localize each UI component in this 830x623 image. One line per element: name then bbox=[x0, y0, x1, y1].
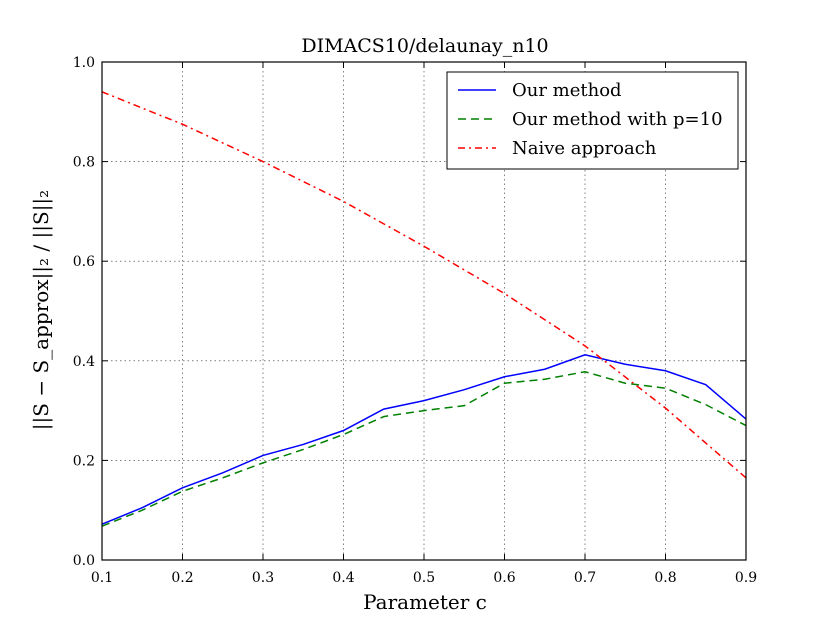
y-tick-label: 0.2 bbox=[73, 453, 95, 469]
series-line-0 bbox=[101, 354, 747, 525]
x-tick-label: 0.3 bbox=[252, 570, 274, 586]
x-tick-label: 0.2 bbox=[171, 570, 193, 586]
legend: Our method Our method with p=10 Naive appr… bbox=[446, 71, 739, 170]
legend-label: Naive approach bbox=[512, 138, 657, 159]
chart-title: DIMACS10/delaunay_n10 bbox=[301, 35, 548, 57]
x-tick-label: 0.1 bbox=[91, 570, 113, 586]
y-tick-label: 0.6 bbox=[73, 254, 95, 270]
x-tick-label: 0.5 bbox=[413, 570, 435, 586]
y-tick-label: 0.0 bbox=[73, 553, 95, 569]
x-axis-label: Parameter c bbox=[363, 590, 487, 614]
y-tick-label: 0.8 bbox=[73, 155, 95, 171]
x-tick-label: 0.6 bbox=[493, 570, 515, 586]
legend-label: Our method with p=10 bbox=[512, 109, 723, 130]
legend-label: Our method bbox=[512, 80, 622, 101]
x-tick-label: 0.9 bbox=[735, 570, 757, 586]
series-line-1 bbox=[101, 370, 747, 527]
series-lines bbox=[101, 91, 747, 527]
x-tick-label: 0.4 bbox=[332, 570, 354, 586]
series-line-2 bbox=[101, 91, 747, 479]
axis-ticks: 0.1 0.2 0.3 0.4 0.5 0.6 0.7 0.8 0.9 0.0 0.2 0.4 0.6 0… bbox=[73, 55, 757, 586]
y-axis-label-text: ||S − S_approx||₂ / ||S||₂ bbox=[29, 190, 54, 430]
y-tick-label: 0.4 bbox=[73, 354, 95, 370]
y-axis-label: ||S − S_approx||₂ / ||S||₂ bbox=[29, 190, 54, 430]
y-tick-label: 1.0 bbox=[73, 55, 95, 71]
x-tick-label: 0.7 bbox=[574, 570, 596, 586]
legend-box bbox=[446, 71, 739, 170]
x-tick-label: 0.8 bbox=[654, 570, 676, 586]
